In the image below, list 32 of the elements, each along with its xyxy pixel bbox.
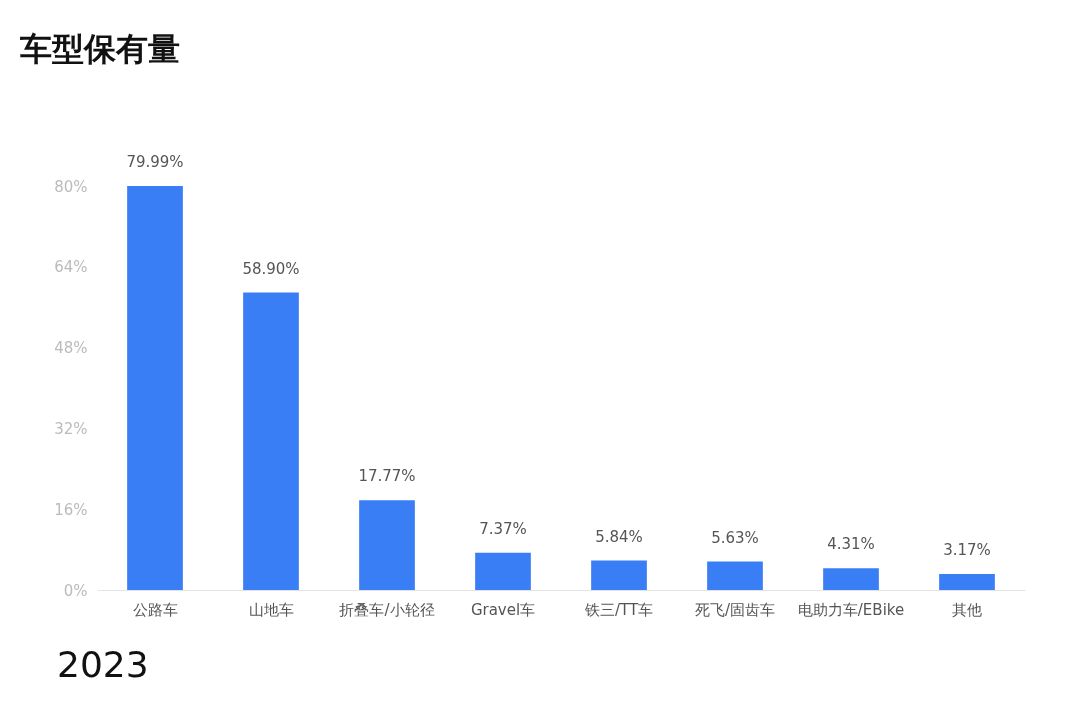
x-tick-label: 铁三/TT车 — [583, 600, 654, 619]
bar — [591, 560, 647, 590]
x-tick-label: 折叠车/小轮径 — [339, 600, 435, 619]
data-label: 17.77% — [358, 467, 416, 486]
x-tick-label: 电助力车/EBike — [797, 600, 905, 619]
y-tick-label: 80% — [54, 177, 88, 196]
chart-title: 车型保有量 — [19, 30, 180, 69]
data-label: 7.37% — [479, 519, 527, 538]
x-tick-label: Gravel车 — [470, 600, 536, 619]
bar — [707, 561, 763, 590]
bar — [127, 186, 183, 590]
x-tick-label: 死飞/固齿车 — [694, 600, 776, 619]
y-tick-label: 0% — [63, 581, 88, 600]
bar — [475, 552, 531, 590]
data-label: 4.31% — [827, 535, 875, 554]
data-label: 5.63% — [711, 528, 759, 547]
text: 2023 — [57, 644, 149, 685]
y-tick-label: 32% — [54, 419, 88, 438]
data-label: 58.90% — [242, 259, 300, 278]
bar — [939, 573, 995, 590]
data-label: 3.17% — [943, 540, 991, 559]
data-label: 5.84% — [595, 527, 643, 546]
y-tick-label: 16% — [54, 500, 88, 519]
bar — [359, 500, 415, 590]
x-tick-label: 山地车 — [248, 600, 294, 619]
bar — [823, 568, 879, 590]
x-tick-label: 公路车 — [132, 600, 178, 619]
x-tick-label: 其他 — [952, 600, 982, 619]
y-tick-label: 64% — [54, 258, 88, 277]
bar — [243, 292, 299, 590]
y-tick-label: 48% — [54, 339, 88, 358]
data-label: 79.99% — [126, 153, 184, 172]
